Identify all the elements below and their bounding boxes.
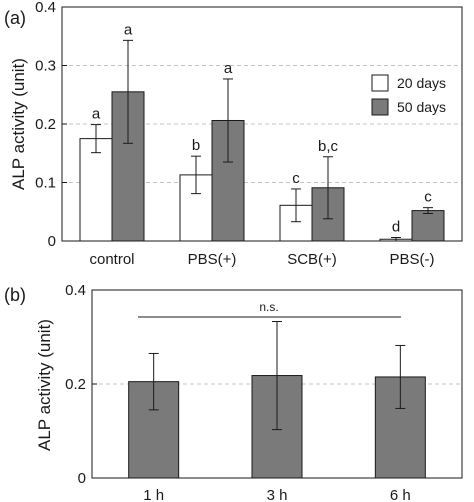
panel-b-label: (b) — [4, 285, 26, 305]
significance-letter: c — [292, 170, 300, 187]
legend-swatch-50-days — [371, 98, 389, 116]
panel-b-error-bars — [148, 320, 406, 431]
x-tick-label: 6 h — [390, 487, 411, 502]
panel-a-error-bars — [91, 39, 433, 242]
panel-b-x-ticks: 1 h 3 h 6 h — [143, 487, 411, 502]
y-tick-label: 0.1 — [35, 175, 56, 192]
panel-b-ns-label: n.s. — [259, 300, 278, 314]
x-tick-label: 3 h — [267, 487, 288, 502]
legend-label-20-days: 20 days — [397, 75, 446, 91]
y-tick-label: 0.4 — [65, 282, 86, 299]
x-tick-label: 1 h — [143, 487, 164, 502]
panel-b-y-axis-label: ALP activity (unit) — [35, 319, 54, 451]
significance-letter: b — [192, 137, 200, 154]
panel-b-y-ticks: 0 0.2 0.4 — [65, 282, 97, 487]
legend-swatch-20-days — [371, 74, 389, 92]
significance-letter: b,c — [318, 138, 339, 155]
y-tick-label: 0.3 — [35, 58, 56, 75]
panel-a-plot-frame — [61, 6, 463, 242]
y-tick-label: 0.4 — [35, 0, 56, 16]
significance-letter: a — [124, 21, 133, 38]
panel-b-chart: (b) ALP activity (unit) 0 0.2 0.4 1 h 3 h 6 … — [4, 282, 463, 502]
significance-letter: a — [92, 106, 101, 123]
y-tick-label: 0 — [78, 470, 86, 487]
panel-a-bars — [79, 91, 445, 242]
panel-a-x-ticks: control PBS(+) SCB(+) PBS(-) — [89, 251, 434, 268]
panel-a-label: (a) — [4, 8, 26, 28]
panel-a-y-axis-label: ALP activity (unit) — [9, 58, 28, 190]
panel-a-y-ticks: 0 0.1 0.2 0.3 0.4 — [35, 0, 67, 250]
x-tick-label: PBS(+) — [188, 251, 237, 268]
panel-b-plot-frame — [91, 289, 463, 479]
panel-a-legend: 20 days 50 days — [371, 74, 446, 116]
significance-letter: a — [224, 60, 233, 77]
x-tick-label: PBS(-) — [390, 251, 435, 268]
significance-letter: c — [424, 189, 432, 206]
x-tick-label: control — [89, 251, 134, 268]
legend-label-50-days: 50 days — [397, 99, 446, 115]
bar-20-days-control — [79, 138, 113, 242]
significance-letter: d — [392, 218, 400, 235]
x-tick-label: SCB(+) — [287, 251, 337, 268]
bar-50-days-pbs — [411, 210, 445, 242]
y-tick-label: 0 — [48, 233, 56, 250]
y-tick-label: 0.2 — [65, 376, 86, 393]
panel-a-significance-letters: a a b a c b,c d c — [92, 21, 432, 235]
y-tick-label: 0.2 — [35, 116, 56, 133]
